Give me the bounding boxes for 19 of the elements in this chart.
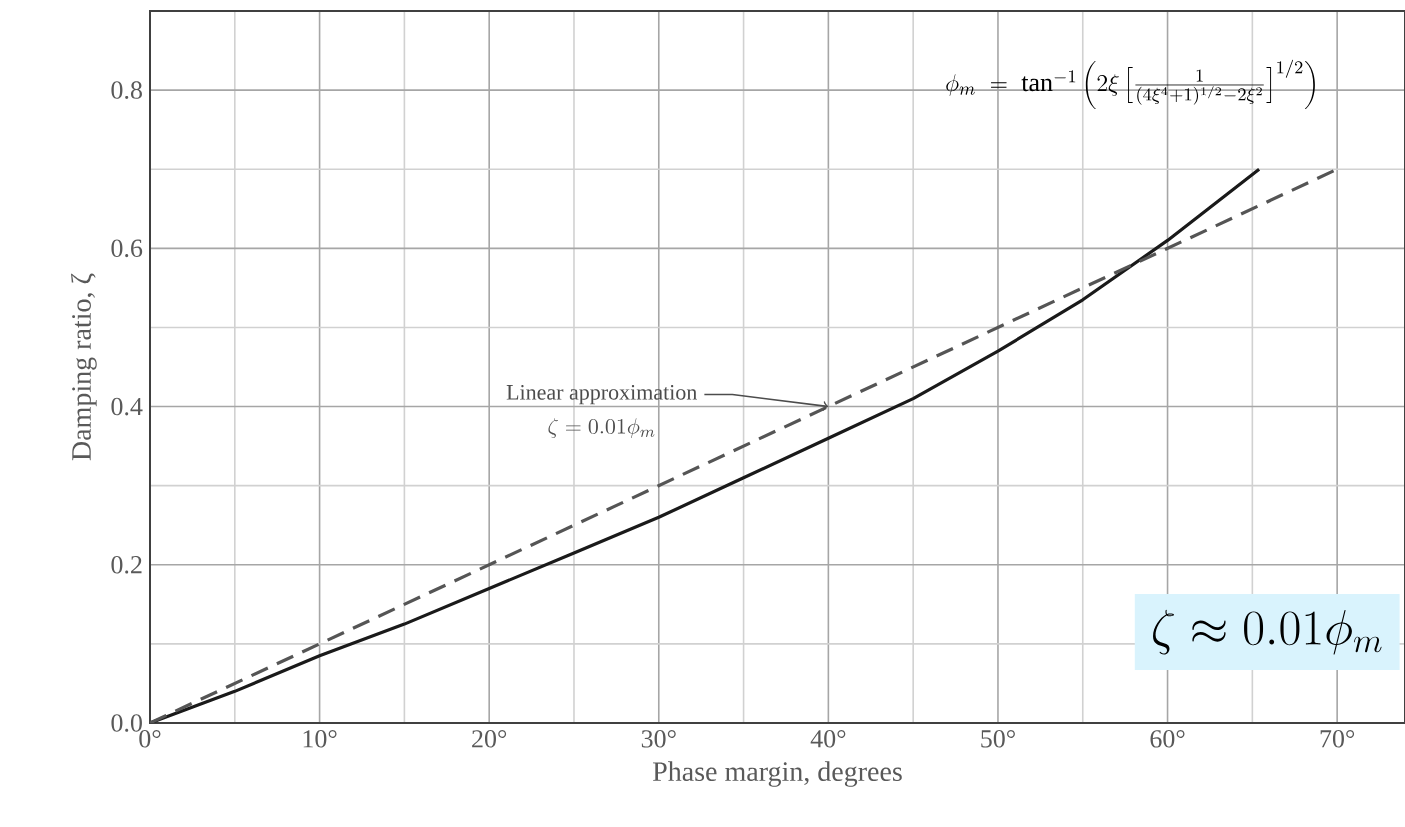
x-axis-title: Phase margin, degrees: [652, 761, 902, 787]
x-tick-label: 0°: [139, 730, 161, 748]
annotation: Linear approximation: [506, 384, 697, 405]
x-tick-label: 50°: [981, 730, 1015, 748]
annotation: $\phi_m \;=\; \tan^{-1}\left(2\xi\left[\frac{1}{(4\xi^4+1)^{1/2}-2\xi^2}\right]^{1/2}\right)$: [946, 59, 1315, 109]
y-tick-label: 0.0: [111, 714, 142, 732]
x-tick-label: 70°: [1320, 730, 1355, 748]
y-tick-label: 0.2: [111, 555, 142, 574]
annotation: $\zeta \approx 0.01\phi_m$: [1153, 609, 1382, 655]
y-tick-label: 0.6: [111, 239, 143, 258]
y-tick-label: 0.4: [111, 397, 143, 416]
annotation: $\zeta = 0.01\phi_{m}$: [548, 418, 655, 439]
y-axis-title: Damping ratio, ζ: [70, 273, 97, 461]
x-tick-label: 40°: [810, 730, 846, 748]
x-tick-label: 60°: [1150, 730, 1185, 748]
x-tick-label: 30°: [641, 730, 676, 748]
x-tick-label: 10°: [303, 730, 337, 748]
y-tick-label: 0.8: [111, 81, 142, 99]
x-tick-label: 20°: [472, 730, 507, 748]
